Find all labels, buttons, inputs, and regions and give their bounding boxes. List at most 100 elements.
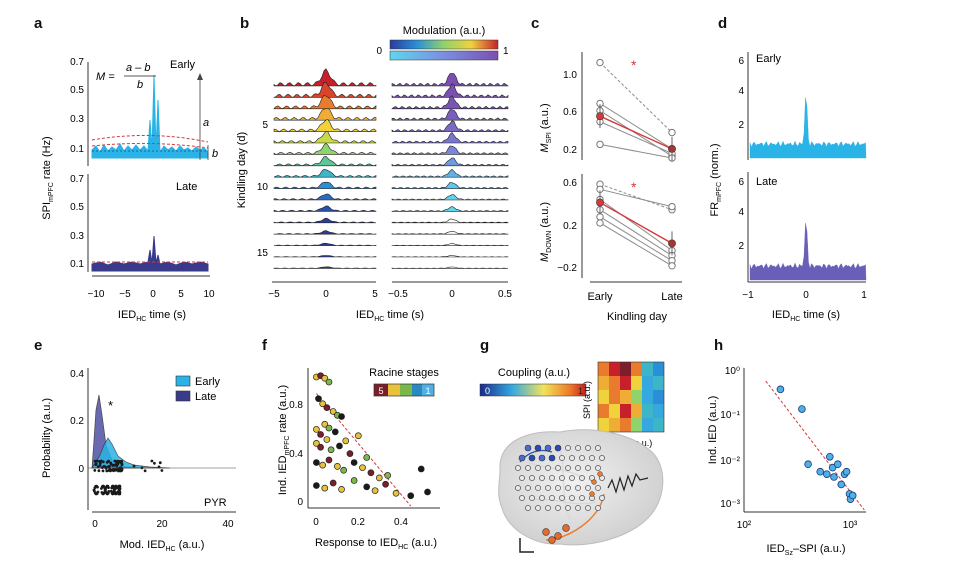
panel-f-point [342, 437, 350, 445]
panel-g-electrode [595, 505, 601, 511]
panel-b-ridge-left [273, 168, 377, 178]
panel-g-electrode [539, 475, 545, 481]
panel-h-point [830, 473, 838, 481]
panel-f-point [313, 482, 320, 489]
panel-h: Ind. IED (a.u.) 10⁰ 10⁻¹ 10⁻² 10⁻³ 10² 1… [707, 366, 866, 557]
panel-e-early-density [91, 437, 171, 469]
panel-c-ytick: 1.0 [563, 70, 577, 81]
panel-c-ytick: 0.2 [563, 145, 577, 156]
panel-f-point [313, 459, 320, 466]
panel-g-matrix-cell [631, 418, 642, 432]
panel-g-matrix-cell [598, 362, 609, 376]
panel-b-ytick: 15 [257, 248, 269, 259]
panel-g-electrode [549, 495, 555, 501]
panel-g-matrix-cell [631, 390, 642, 404]
panel-d-xlabel: IEDHC time (s) [772, 309, 840, 323]
panel-b-ridge-left [273, 193, 377, 201]
panel-g-electrode [595, 485, 601, 491]
panel-b-ridge-left [273, 130, 377, 144]
panel-g-electrode [535, 485, 541, 491]
panel-f-point [424, 488, 431, 496]
electrode-lead [519, 538, 534, 553]
panel-g-electrode [519, 495, 525, 501]
panel-f-xtick: 0.2 [351, 517, 365, 528]
panel-b-ridge-right [391, 266, 509, 269]
panel-f-point [350, 459, 358, 466]
panel-g-electrode [559, 475, 565, 481]
panel-g-electrode [585, 505, 591, 511]
panel-a-xtick: 5 [178, 289, 184, 300]
panel-h-point [837, 480, 846, 489]
panel-g-matrix-cell [642, 418, 653, 432]
panel-f-racine-title: Racine stages [369, 367, 439, 379]
panel-g-electrode [589, 455, 595, 461]
panel-b-colorbar-late [389, 50, 499, 61]
panel-g-electrode [544, 444, 552, 452]
panel-b-ylabel: Kindling day (d) [236, 132, 248, 208]
panel-g-electrode [565, 485, 571, 491]
panel-g-electrode [525, 465, 531, 471]
panel-e-legend-early: Early [195, 376, 221, 388]
panel-g-electrode [595, 465, 601, 471]
panel-d-ytick: 6 [738, 56, 744, 67]
panel-g-electrode [548, 454, 556, 462]
panel-d-late-area [749, 223, 867, 281]
panel-e-dot-early [120, 459, 124, 463]
panel-f-point [336, 442, 343, 450]
panel-f-point [350, 477, 358, 484]
panel-f-point [338, 413, 345, 420]
panel-g-electrode [569, 475, 575, 481]
panel-g-electrode [585, 465, 591, 471]
panel-e-dot-early [157, 465, 161, 469]
panel-g-electrode [579, 475, 585, 481]
panel-h-point [776, 385, 785, 394]
panel-b-ridge-right [391, 205, 509, 212]
c_top-point [596, 140, 604, 149]
panel-e-dot-late [116, 490, 120, 494]
panel-e-dot-early [115, 464, 119, 468]
panel-b-ridge-right [391, 73, 509, 87]
panel-f-point [315, 395, 322, 403]
panel-c-top-plot [596, 58, 676, 162]
panel-f-point [363, 483, 371, 491]
panel-h-xtick: 10³ [843, 520, 858, 531]
panel-a-a-arrowhead [197, 73, 203, 80]
panel-d-ytick: 6 [738, 177, 744, 188]
panel-e-dot-early [153, 461, 156, 465]
panel-f-point [340, 466, 347, 474]
panel-g-matrix-cell [620, 362, 631, 376]
panel-f-point [367, 469, 375, 477]
c_bottom-line-animal-2 [599, 188, 673, 208]
brain-sulci [517, 447, 597, 521]
panel-g-cb-max: 1 [578, 386, 583, 396]
panel-b-ridges-left [273, 68, 377, 269]
panel-g-matrix-cell [631, 404, 642, 418]
panel-h-point [816, 467, 825, 476]
panel-g-matrix-cell [642, 390, 653, 404]
panel-g-matrix-cell [642, 376, 653, 390]
c_top-line-animal-1 [599, 62, 673, 133]
c_bottom-line-animal-5 [599, 216, 673, 262]
panel-c-star-top: * [631, 57, 637, 73]
panel-f-point [319, 400, 327, 408]
panel-d-xtick: 1 [861, 290, 867, 301]
panel-e-xtick: 0 [92, 519, 98, 530]
panel-g-matrix-cell [598, 404, 609, 418]
panel-f-point [359, 464, 366, 472]
c_top-line-animal-2 [599, 103, 673, 150]
panel-e-ytick: 0.2 [70, 416, 84, 427]
panel-f-point [392, 489, 400, 497]
panel-b-ridge-left [273, 119, 377, 132]
panel-g-electrode [585, 445, 591, 451]
panel-h-ytick: 10⁰ [725, 366, 740, 377]
racine-swatch-2 [412, 384, 422, 396]
panel-f-point [363, 454, 371, 461]
panel-g-electrode [575, 485, 581, 491]
panel-b-ridge-right [391, 242, 509, 246]
panel-e-dot-late [100, 487, 103, 490]
panel-label-b: b [240, 15, 249, 32]
panel-h-fit-line [765, 380, 865, 511]
c_top-mean-point [668, 145, 676, 153]
panel-g-matrix-frame [597, 361, 665, 433]
panel-g-electrode-ied [554, 532, 562, 540]
